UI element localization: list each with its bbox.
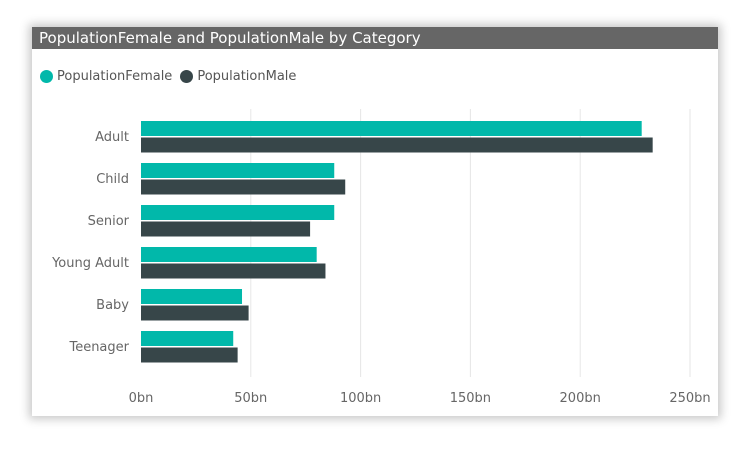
legend-dot-male <box>180 69 194 83</box>
x-tick-label: 250bn <box>669 391 710 406</box>
category-label: Young Adult <box>51 256 129 271</box>
bar-child-populationfemale[interactable] <box>141 163 335 178</box>
chart-title: PopulationFemale and PopulationMale by C… <box>32 27 718 49</box>
category-label: Teenager <box>68 340 129 355</box>
bar-layer <box>141 121 653 363</box>
bar-baby-populationfemale[interactable] <box>141 289 243 304</box>
x-tick-label: 150bn <box>450 391 491 406</box>
legend-label-male: PopulationMale <box>197 68 297 84</box>
bar-young-adult-populationfemale[interactable] <box>141 247 317 262</box>
grid-layer <box>250 109 691 377</box>
bar-teenager-populationmale[interactable] <box>141 347 238 363</box>
bar-adult-populationfemale[interactable] <box>141 121 642 136</box>
category-label-layer: Adult Child Senior Young Adult Baby Teenager <box>51 130 130 355</box>
chart-card: PopulationFemale and PopulationMale by C… <box>32 27 718 416</box>
category-label: Senior <box>88 214 130 229</box>
bar-baby-populationmale[interactable] <box>141 305 249 321</box>
x-tick-label: 100bn <box>340 391 381 406</box>
bar-senior-populationmale[interactable] <box>141 221 311 237</box>
category-label: Adult <box>95 130 129 145</box>
legend-item-female[interactable]: PopulationFemale <box>40 69 172 84</box>
x-tick-label: 200bn <box>560 391 601 406</box>
legend-label-female: PopulationFemale <box>57 68 173 84</box>
bar-young-adult-populationmale[interactable] <box>141 263 326 279</box>
bar-teenager-populationfemale[interactable] <box>141 331 234 346</box>
legend-item-male[interactable]: PopulationMale <box>180 69 296 84</box>
x-tick-label: 50bn <box>234 391 267 406</box>
legend: PopulationFemale PopulationMale <box>40 67 304 85</box>
tick-label-layer: 0bn 50bn 100bn 150bn 200bn 250bn <box>129 391 711 406</box>
bar-senior-populationfemale[interactable] <box>141 205 335 220</box>
legend-dot-female <box>40 69 53 83</box>
category-label: Child <box>96 172 129 187</box>
bar-adult-populationmale[interactable] <box>141 137 653 153</box>
x-tick-label: 0bn <box>129 391 154 406</box>
category-label: Baby <box>96 298 129 313</box>
bar-child-populationmale[interactable] <box>141 179 346 195</box>
